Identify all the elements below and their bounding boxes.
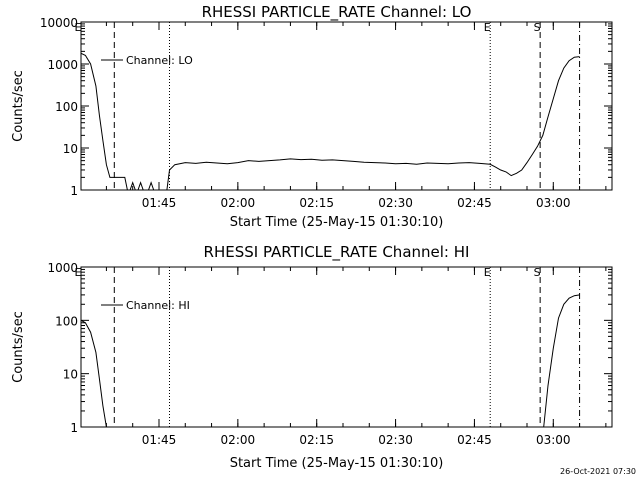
plot-frame — [80, 266, 613, 428]
y-tick-label: 1 — [70, 421, 78, 435]
hi-channel-panel: RHESSI PARTICLE_RATE Channel: HI Counts/… — [11, 243, 613, 471]
x-tick-label: 02:00 — [221, 433, 256, 447]
x-tick-label: 01:45 — [142, 196, 177, 210]
legend-label: Channel: HI — [126, 299, 190, 312]
y-tick-label: 1 — [70, 184, 78, 198]
marker-label: E — [75, 266, 82, 279]
y-tick-label: 100 — [55, 314, 78, 328]
marker-label: S — [534, 21, 541, 34]
y-tick-label: 100 — [55, 100, 78, 114]
y-tick-label: 1000 — [47, 261, 78, 275]
marker-label: E — [75, 21, 82, 34]
series-line — [80, 319, 107, 428]
x-axis-label: Start Time (25-May-15 01:30:10) — [230, 215, 444, 230]
marker-label: E — [484, 21, 491, 34]
chart-title: RHESSI PARTICLE_RATE Channel: LO — [202, 3, 472, 22]
y-tick-label: 1000 — [47, 58, 78, 72]
legend-label: Channel: LO — [126, 54, 193, 67]
x-axis-label: Start Time (25-May-15 01:30:10) — [230, 456, 444, 471]
lo-channel-panel: RHESSI PARTICLE_RATE Channel: LO Counts/… — [11, 3, 613, 230]
plot-frame — [80, 21, 613, 191]
series-line — [80, 52, 580, 191]
x-tick-label: 03:00 — [536, 433, 571, 447]
y-tick-label: 10 — [63, 368, 78, 382]
y-tick-label: 10000 — [40, 16, 78, 30]
chart-title: RHESSI PARTICLE_RATE Channel: HI — [204, 243, 470, 262]
x-tick-label: 02:30 — [378, 196, 413, 210]
y-tick-label: 10 — [63, 142, 78, 156]
y-axis-label: Counts/sec — [11, 70, 26, 142]
x-tick-label: 02:30 — [378, 433, 413, 447]
footer-timestamp: 26-Oct-2021 07:30 — [560, 467, 636, 476]
x-tick-label: 02:45 — [457, 433, 492, 447]
x-tick-label: 02:15 — [299, 196, 334, 210]
series-line — [543, 294, 580, 428]
marker-label: E — [484, 266, 491, 279]
x-tick-label: 02:45 — [457, 196, 492, 210]
x-tick-label: 02:15 — [299, 433, 334, 447]
x-tick-label: 01:45 — [142, 433, 177, 447]
marker-label: S — [534, 266, 541, 279]
y-axis-label: Counts/sec — [11, 311, 26, 383]
x-tick-label: 02:00 — [221, 196, 256, 210]
x-tick-label: 03:00 — [536, 196, 571, 210]
